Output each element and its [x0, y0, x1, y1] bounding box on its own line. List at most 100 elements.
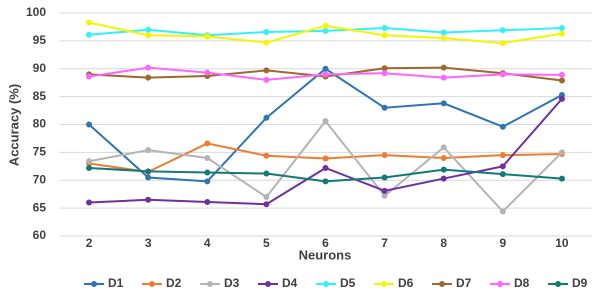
data-point [558, 71, 565, 78]
data-point [204, 33, 211, 40]
data-point [499, 40, 506, 47]
legend-marker [555, 281, 561, 287]
data-point [204, 140, 211, 147]
data-point [440, 144, 447, 151]
data-point [145, 74, 152, 81]
x-tick-label: 5 [263, 236, 270, 250]
legend-marker [323, 281, 329, 287]
y-tick-label: 70 [33, 172, 47, 186]
legend-label: D2 [166, 276, 182, 290]
data-point [322, 22, 329, 29]
data-point [86, 164, 93, 171]
data-point [558, 95, 565, 102]
data-point [86, 73, 93, 80]
data-point [499, 71, 506, 78]
legend-marker [91, 281, 97, 287]
data-point [204, 198, 211, 205]
legend-label: D7 [456, 276, 472, 290]
data-point [440, 74, 447, 81]
x-tick-label: 2 [86, 236, 93, 250]
data-point [204, 169, 211, 176]
x-axis-label: Neurons [299, 247, 352, 262]
data-point [381, 32, 388, 39]
series-line [88, 67, 563, 183]
y-tick-label: 80 [33, 117, 47, 131]
data-point [381, 104, 388, 111]
x-tick-label: 6 [322, 236, 329, 250]
legend-marker [439, 281, 445, 287]
data-point [440, 64, 447, 71]
data-point [263, 152, 270, 159]
data-point [145, 64, 152, 71]
data-point [145, 147, 152, 154]
data-point [322, 65, 329, 72]
data-point [381, 65, 388, 72]
data-point [440, 35, 447, 42]
legend-marker [265, 281, 271, 287]
x-tick-label: 3 [145, 236, 152, 250]
data-point [263, 76, 270, 83]
data-point [204, 178, 211, 185]
data-point [440, 166, 447, 173]
data-point [322, 71, 329, 78]
data-point [263, 193, 270, 200]
data-point [440, 29, 447, 36]
y-tick-label: 65 [33, 200, 47, 214]
data-point [558, 25, 565, 32]
data-point [263, 170, 270, 177]
data-point [263, 201, 270, 208]
data-point [381, 70, 388, 77]
data-point [558, 30, 565, 37]
data-point [381, 192, 388, 199]
legend-label: D9 [572, 276, 588, 290]
data-point [558, 77, 565, 84]
data-point [86, 121, 93, 128]
data-point [263, 28, 270, 35]
data-point [263, 67, 270, 74]
data-point [145, 168, 152, 175]
x-tick-label: 7 [381, 236, 388, 250]
legend-label: D5 [340, 276, 356, 290]
data-point [499, 152, 506, 159]
data-point [499, 208, 506, 215]
data-point [558, 175, 565, 182]
legend-label: D3 [224, 276, 240, 290]
data-point [263, 39, 270, 46]
legend-label: D6 [398, 276, 414, 290]
data-point [145, 174, 152, 181]
legend-label: D4 [282, 276, 298, 290]
data-point [86, 31, 93, 38]
x-tick-label: 9 [499, 236, 506, 250]
data-point [145, 196, 152, 203]
data-point [322, 178, 329, 185]
data-point [440, 175, 447, 182]
data-point [263, 114, 270, 121]
data-point [499, 171, 506, 178]
data-point [86, 199, 93, 206]
legend-label: D8 [514, 276, 530, 290]
data-point [322, 155, 329, 162]
y-tick-label: 85 [33, 89, 47, 103]
data-point [499, 27, 506, 34]
data-point [322, 27, 329, 34]
legend-label: D1 [108, 276, 124, 290]
y-tick-label: 95 [33, 33, 47, 47]
data-point [558, 149, 565, 156]
data-point [440, 100, 447, 107]
data-point [381, 25, 388, 32]
data-point [381, 152, 388, 159]
data-point [322, 118, 329, 125]
data-point [499, 163, 506, 170]
y-tick-label: 75 [33, 145, 47, 159]
data-point [499, 123, 506, 130]
y-tick-label: 60 [33, 228, 47, 242]
data-point [322, 164, 329, 171]
x-tick-label: 8 [440, 236, 447, 250]
x-tick-label: 4 [204, 236, 211, 250]
data-point [440, 154, 447, 161]
y-tick-label: 100 [26, 5, 46, 19]
legend-marker [497, 281, 503, 287]
data-point [204, 69, 211, 76]
legend-marker [207, 281, 213, 287]
